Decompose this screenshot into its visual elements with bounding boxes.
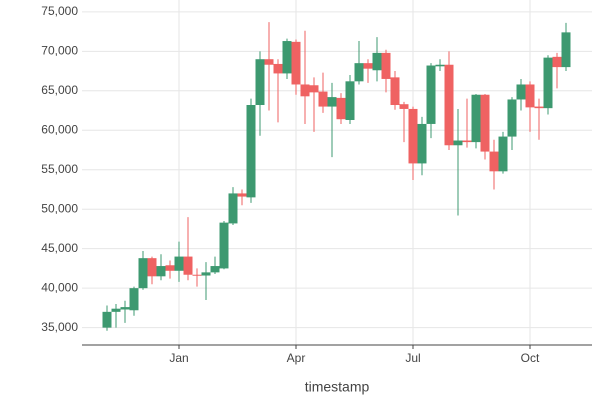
candle-body [408,108,418,164]
candle-body [543,57,553,109]
y-tick-label: 35,000 [41,320,78,334]
candle-body [138,258,148,289]
candle-body [156,266,166,277]
candle-body [363,63,373,69]
candle-body [516,84,526,100]
candle-body [462,140,472,143]
candle-body [129,288,139,311]
y-tick-label: 55,000 [41,162,78,176]
candle-body [282,41,292,74]
candle-body [525,84,535,108]
candle-body [147,258,157,277]
x-tick-label: Jul [405,351,420,365]
candle-body [507,99,517,137]
x-tick-label: Oct [521,351,540,365]
y-tick-label: 70,000 [41,43,78,57]
candle-body [426,65,436,124]
candle-body [534,106,544,109]
candle-body [390,77,400,105]
candle-body [102,311,112,328]
candle-body [399,104,409,109]
candle-body [372,52,382,71]
candle-body [354,63,364,82]
x-axis-label: timestamp [305,379,370,395]
candle-body [183,256,193,275]
candle-body [336,97,346,120]
candle-body [165,265,175,271]
candle-body [192,274,202,276]
y-tick-label: 45,000 [41,241,78,255]
candle-body [453,140,463,146]
candle-body [561,32,571,68]
candle-body [219,222,229,269]
candle-body [552,56,562,68]
candle-body [210,266,220,273]
y-tick-label: 60,000 [41,122,78,136]
candle-body [489,151,499,172]
candle-body [174,256,184,271]
y-tick-label: 50,000 [41,201,78,215]
candle-body [498,136,508,172]
candle-body [201,272,211,276]
candle-body [237,193,247,197]
candle-body [480,94,490,152]
candle-body [246,105,256,198]
candle-body [345,81,355,120]
candle-body [309,85,319,93]
candle-body [471,94,481,143]
candle-body [318,91,328,107]
candle-body [417,123,427,164]
y-tick-label: 75,000 [41,4,78,18]
candle-body [255,59,265,105]
candle-body [120,307,130,310]
x-tick-label: Jan [169,351,188,365]
y-tick-label: 40,000 [41,280,78,294]
candle-body [111,308,121,312]
candle-body [300,84,310,97]
candle-body [228,193,238,224]
candle-body [273,63,283,74]
candle-body [444,64,454,146]
candle-body [381,52,391,79]
candle-body [435,64,445,67]
candle-body [264,59,274,65]
y-tick-label: 65,000 [41,83,78,97]
candle-body [327,97,337,107]
x-tick-label: Apr [287,351,306,365]
candle-body [291,41,301,85]
